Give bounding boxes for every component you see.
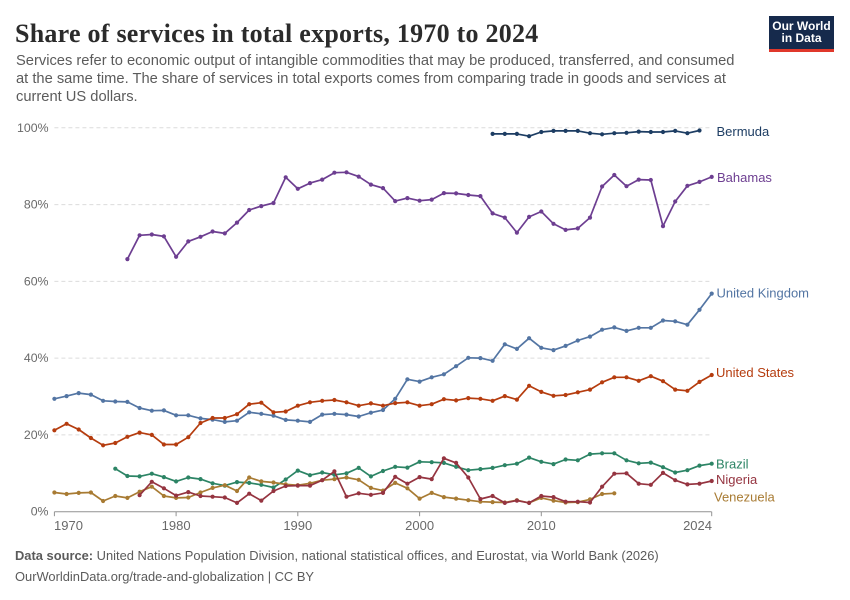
svg-text:Nigeria: Nigeria	[716, 472, 758, 487]
svg-text:1990: 1990	[283, 518, 312, 533]
svg-text:Brazil: Brazil	[716, 457, 749, 472]
svg-text:80%: 80%	[24, 198, 49, 212]
svg-text:2024: 2024	[683, 518, 712, 533]
svg-text:Venezuela: Venezuela	[714, 490, 775, 505]
svg-text:1970: 1970	[54, 518, 83, 533]
svg-text:United Kingdom: United Kingdom	[717, 286, 810, 301]
svg-text:40%: 40%	[24, 351, 49, 365]
svg-text:1980: 1980	[162, 518, 191, 533]
svg-text:60%: 60%	[24, 274, 49, 288]
svg-text:100%: 100%	[17, 121, 49, 135]
svg-text:2000: 2000	[405, 518, 434, 533]
svg-text:2010: 2010	[527, 518, 556, 533]
svg-text:United States: United States	[716, 365, 795, 380]
svg-text:Bermuda: Bermuda	[717, 124, 771, 139]
svg-text:0%: 0%	[31, 505, 49, 519]
svg-text:Bahamas: Bahamas	[717, 170, 772, 185]
svg-text:20%: 20%	[24, 428, 49, 442]
